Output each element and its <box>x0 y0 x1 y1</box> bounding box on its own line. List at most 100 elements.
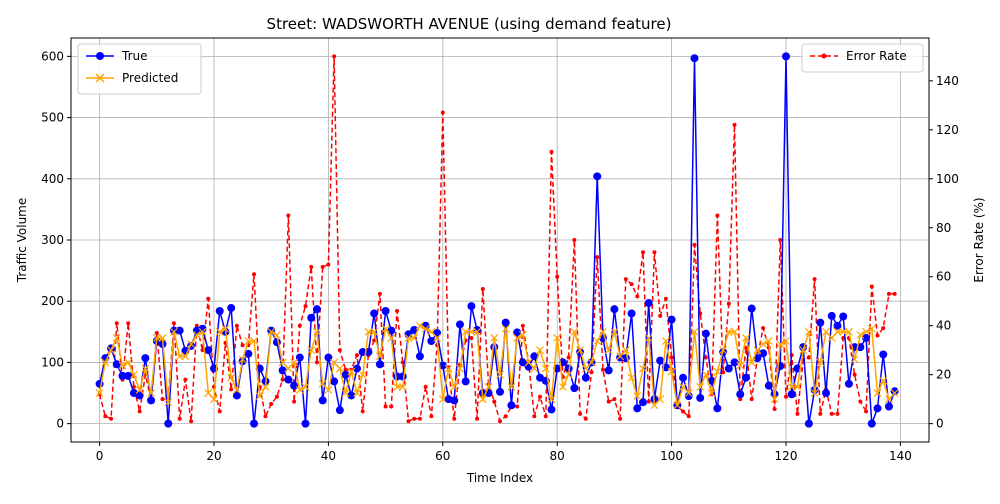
data-point-error-rate <box>835 411 840 416</box>
data-point-predicted <box>616 352 625 361</box>
data-point-error-rate <box>538 394 543 399</box>
data-point-true <box>370 309 379 318</box>
data-point-predicted <box>799 346 808 355</box>
data-point-predicted <box>604 346 613 355</box>
data-point-error-rate <box>360 409 365 414</box>
data-point-predicted <box>129 370 138 379</box>
data-point-error-rate <box>240 343 245 348</box>
data-point-predicted <box>347 367 356 376</box>
data-point-error-rate <box>589 370 594 375</box>
data-point-true <box>862 333 871 342</box>
data-point-predicted <box>724 327 733 336</box>
data-point-predicted <box>593 337 602 345</box>
data-point-error-rate <box>314 360 319 365</box>
data-point-error-rate <box>778 238 783 242</box>
y-left-tick-label: 300 <box>41 233 64 247</box>
data-point-error-rate <box>555 274 560 279</box>
data-point-error-rate <box>137 409 142 414</box>
y-right-tick-label: 100 <box>936 172 959 186</box>
data-point-true <box>593 172 602 181</box>
data-point-true <box>570 384 579 393</box>
data-point-error-rate <box>320 264 325 269</box>
data-point-predicted <box>278 358 287 367</box>
data-point-error-rate <box>515 404 520 409</box>
chart-title: Street: WADSWORTH AVENUE (using demand f… <box>267 15 672 33</box>
data-point-true <box>175 326 184 335</box>
data-point-error-rate <box>886 291 891 296</box>
data-point-predicted <box>198 327 207 336</box>
data-point-error-rate <box>875 333 880 338</box>
data-point-true <box>827 311 836 320</box>
data-point-error-rate <box>858 399 863 404</box>
data-point-error-rate <box>383 404 388 409</box>
data-point-error-rate <box>103 414 108 419</box>
data-point-true <box>867 419 876 428</box>
data-point-predicted <box>782 337 790 345</box>
data-point-error-rate <box>406 419 411 424</box>
data-point-true <box>627 309 636 318</box>
data-point-predicted <box>467 327 476 336</box>
data-point-error-rate <box>417 416 422 421</box>
data-point-true <box>335 406 344 415</box>
data-point-true <box>518 358 527 367</box>
data-point-error-rate <box>795 411 800 416</box>
data-point-true <box>227 303 236 312</box>
x-tick-label: 20 <box>206 449 221 463</box>
data-point-true <box>513 328 522 337</box>
y-axis-right-label: Error Rate (%) <box>972 197 986 282</box>
data-point-predicted <box>513 334 522 342</box>
data-point-predicted <box>879 376 888 385</box>
legend-true-label: True <box>121 49 148 63</box>
legend-error-label: Error Rate <box>846 49 907 63</box>
data-point-error-rate <box>721 370 726 375</box>
data-point-true <box>438 361 447 370</box>
data-point-predicted <box>570 327 579 336</box>
data-point-predicted <box>335 364 344 373</box>
data-point-error-rate <box>109 416 114 421</box>
data-point-error-rate <box>160 397 165 402</box>
data-point-predicted <box>661 337 670 345</box>
data-point-error-rate <box>234 323 239 328</box>
data-point-error-rate <box>652 250 657 255</box>
data-point-true <box>467 302 476 311</box>
data-point-predicted <box>456 364 464 373</box>
data-point-true <box>696 393 705 402</box>
data-point-error-rate <box>498 419 502 424</box>
data-point-error-rate <box>623 277 628 282</box>
data-point-predicted <box>410 334 419 342</box>
data-point-true <box>816 318 825 327</box>
data-point-error-rate <box>189 419 194 424</box>
data-point-error-rate <box>177 416 182 421</box>
data-point-predicted <box>473 327 482 336</box>
data-point-predicted <box>238 355 247 364</box>
data-point-true <box>684 392 693 401</box>
data-point-predicted <box>764 337 773 345</box>
data-point-true <box>215 307 224 316</box>
data-point-predicted <box>507 382 516 391</box>
data-point-predicted <box>313 327 321 336</box>
data-point-true <box>375 360 384 369</box>
data-point-predicted <box>267 327 276 336</box>
y-right-tick-label: 140 <box>936 74 959 88</box>
data-point-predicted <box>387 334 396 342</box>
x-tick-label: 100 <box>660 449 683 463</box>
data-point-error-rate <box>829 411 834 416</box>
x-tick-label: 40 <box>321 449 336 463</box>
data-point-predicted <box>581 364 590 373</box>
y-left-tick-label: 200 <box>41 294 64 308</box>
legend-right-box <box>801 43 924 73</box>
data-point-error-rate <box>732 122 737 127</box>
data-point-true <box>461 377 470 386</box>
data-point-true <box>250 419 259 428</box>
data-point-true <box>644 299 653 308</box>
data-point-error-rate <box>303 304 308 309</box>
data-point-true <box>147 396 156 405</box>
data-point-predicted <box>427 327 436 336</box>
data-point-error-rate <box>646 399 651 404</box>
data-point-predicted <box>370 327 379 336</box>
data-point-true <box>330 377 339 386</box>
data-point-predicted <box>679 382 687 391</box>
data-point-error-rate <box>343 367 348 372</box>
data-point-true <box>141 354 150 363</box>
